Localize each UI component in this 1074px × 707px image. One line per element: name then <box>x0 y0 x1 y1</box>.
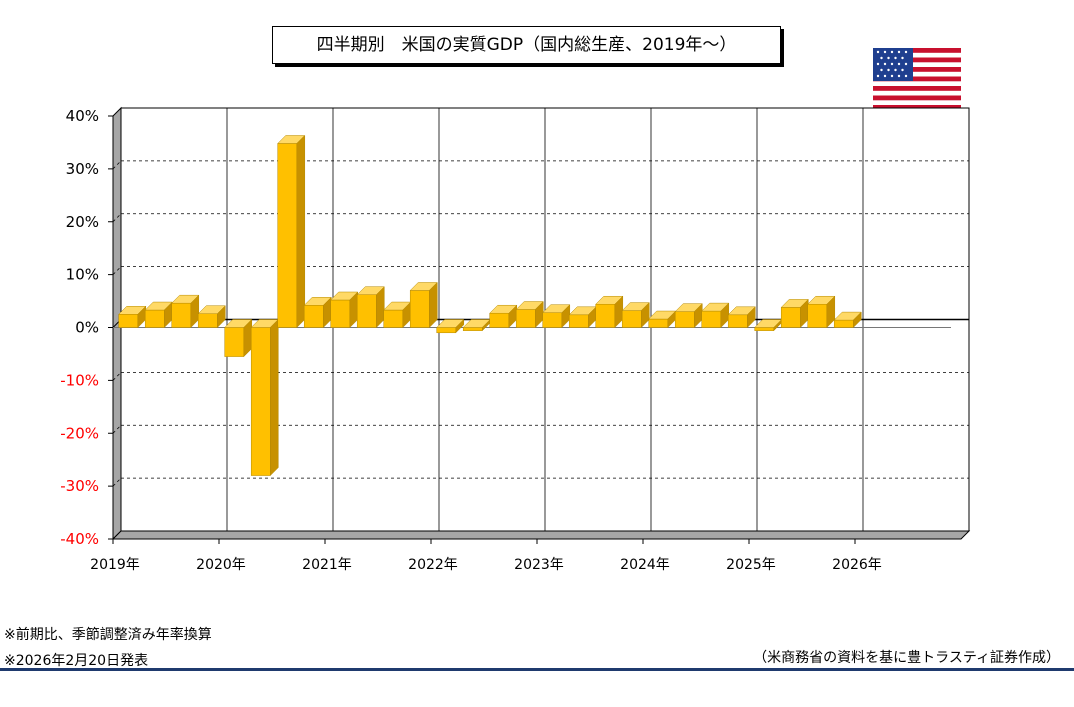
bar-side <box>455 318 465 334</box>
bottom-divider <box>0 668 1074 671</box>
y-tick-label: -30% <box>60 477 99 495</box>
gridline-y-wall <box>112 477 122 487</box>
source-credit: （米商務省の資料を基に豊トラスティ証券作成） <box>753 650 1060 666</box>
bar <box>356 294 377 328</box>
gridline-y-wall <box>112 213 122 223</box>
bar-side <box>270 318 279 477</box>
y-tick-label: 20% <box>66 213 99 231</box>
gdp-bar-chart: 40% 30% 20% 10% 0% -10% -20% -30% -40% 2019年 2020年… <box>60 106 971 573</box>
bar-side <box>853 311 862 329</box>
bar <box>330 299 351 328</box>
x-tick-label: 2026年 <box>832 557 882 573</box>
gridline-y-wall <box>112 372 122 381</box>
bar <box>303 305 324 328</box>
y-tick-label: 0% <box>75 319 99 337</box>
x-tick-label: 2021年 <box>302 557 352 573</box>
bar-side <box>747 306 756 329</box>
bar <box>621 310 642 328</box>
chart-title: 四半期別 米国の実質GDP（国内総生産、2019年～） <box>272 26 781 64</box>
gridline-y-wall <box>112 160 122 170</box>
bar-side <box>429 281 438 329</box>
bar <box>648 318 669 328</box>
x-tick-label: 2025年 <box>726 557 776 573</box>
bar <box>542 312 563 328</box>
bar <box>462 327 483 331</box>
note-annualized: ※前期比、季節調整済み年率換算 <box>4 627 212 643</box>
bar <box>701 310 722 328</box>
bar <box>727 314 748 328</box>
y-tick-label: -40% <box>60 530 99 548</box>
bar <box>515 309 536 328</box>
x-tick-label: 2024年 <box>620 557 670 573</box>
bar-side <box>296 134 306 329</box>
y-tick-label: 10% <box>66 266 99 284</box>
y-tick-label: -10% <box>60 371 99 389</box>
bar <box>250 327 271 476</box>
bar <box>595 303 616 328</box>
bar <box>833 319 854 328</box>
bar-side <box>217 305 226 329</box>
bar <box>807 303 828 328</box>
bar <box>436 327 457 334</box>
bar <box>277 143 298 328</box>
y-tick-label: 30% <box>66 160 99 178</box>
x-tick-label: 2023年 <box>514 557 564 573</box>
bar <box>224 327 245 357</box>
bar <box>383 309 404 328</box>
gridline-y-wall <box>112 266 122 275</box>
gridline-y-wall <box>112 424 122 434</box>
note-release-date: ※2026年2月20日発表 <box>4 653 149 669</box>
bar <box>754 327 775 331</box>
x-tick-label: 2019年 <box>90 557 140 573</box>
bar <box>144 309 165 328</box>
bar <box>197 313 218 328</box>
x-tick-label: 2020年 <box>196 557 246 573</box>
bar <box>674 311 695 328</box>
bar <box>171 302 192 328</box>
chart-floor <box>111 530 971 540</box>
y-tick-label: 40% <box>66 107 99 125</box>
y-tick-label: -20% <box>60 424 99 442</box>
bar <box>118 314 139 328</box>
bar <box>489 312 510 328</box>
bar <box>568 314 589 328</box>
bar <box>780 307 801 328</box>
bar <box>409 290 430 328</box>
x-tick-label: 2022年 <box>408 557 458 573</box>
